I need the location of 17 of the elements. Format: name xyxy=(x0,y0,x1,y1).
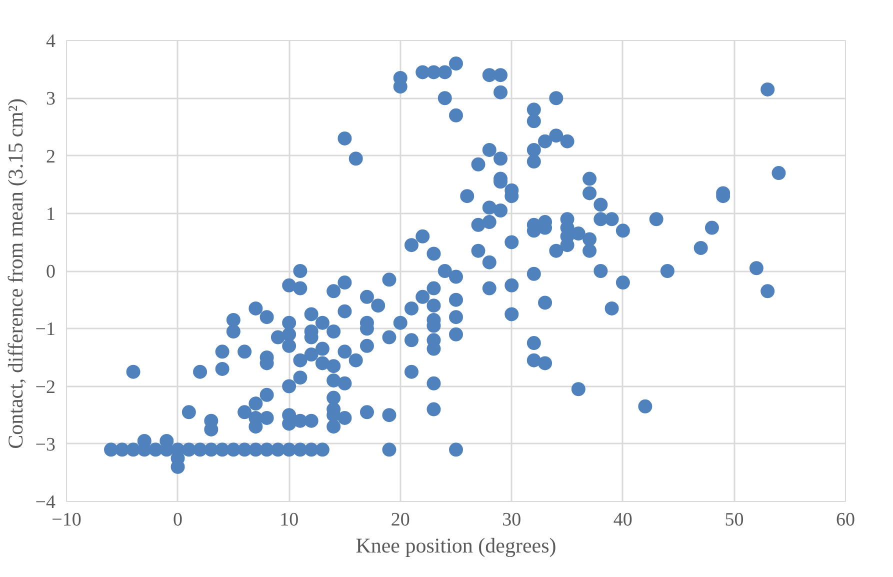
x-tick-label: 50 xyxy=(724,510,744,530)
x-tick-label: 60 xyxy=(836,510,855,530)
y-tick-label: 1 xyxy=(46,204,56,225)
x-tick-label: 20 xyxy=(390,510,410,530)
y-tick-label: −1 xyxy=(35,319,56,340)
y-tick-label: −2 xyxy=(35,376,56,398)
y-tick-label: 0 xyxy=(46,262,56,282)
y-tick-label: 3 xyxy=(46,88,56,110)
y-tick-label: 2 xyxy=(46,146,56,168)
y-tick-label: 4 xyxy=(46,31,56,52)
x-tick-label: 10 xyxy=(280,510,299,530)
y-axis-title: Contact, difference from mean (3.15 cm²) xyxy=(3,98,28,449)
x-tick-label: 0 xyxy=(173,510,183,530)
x-tick-label: 30 xyxy=(502,510,522,530)
x-axis-title: Knee position (degrees) xyxy=(356,534,556,558)
x-tick-label: 40 xyxy=(613,510,632,530)
y-tick-label: −3 xyxy=(35,434,56,456)
